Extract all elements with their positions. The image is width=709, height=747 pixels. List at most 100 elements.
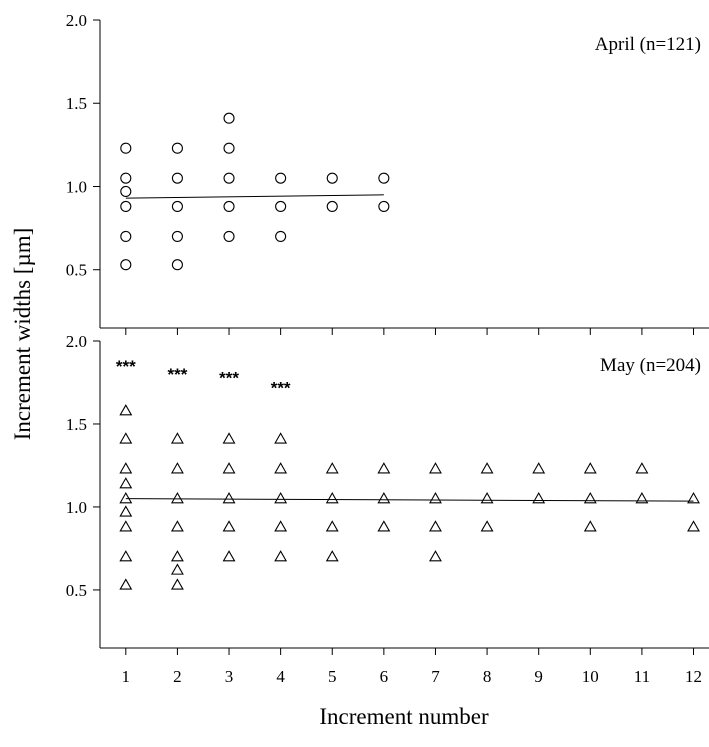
data-point-triangle bbox=[377, 520, 391, 532]
y-tick-label-april: 1.5 bbox=[66, 94, 87, 113]
data-point-triangle bbox=[119, 404, 133, 416]
data-point-circle bbox=[223, 230, 235, 242]
x-tick-label: 8 bbox=[483, 667, 492, 686]
y-tick-label-may: 2.0 bbox=[66, 332, 87, 351]
panel-april: April (n=121) 0.5 1.0 1.5 2.0 bbox=[66, 11, 709, 335]
significance-marker: *** bbox=[116, 357, 136, 376]
data-point-circle bbox=[223, 142, 235, 154]
data-point-circle bbox=[275, 200, 287, 213]
data-point-circle bbox=[171, 259, 183, 271]
data-point-triangle bbox=[119, 477, 133, 489]
data-point-triangle bbox=[170, 432, 184, 444]
data-point-triangle bbox=[119, 578, 133, 590]
data-point-circle bbox=[120, 230, 132, 242]
data-point-triangle bbox=[170, 492, 184, 504]
data-point-triangle bbox=[119, 432, 133, 444]
data-point-triangle bbox=[274, 432, 288, 444]
data-point-circle bbox=[171, 200, 183, 213]
panel-label-april: April (n=121) bbox=[595, 34, 701, 55]
x-tick-label: 9 bbox=[534, 667, 543, 686]
significance-marker: *** bbox=[219, 369, 239, 388]
data-point-triangle bbox=[583, 520, 597, 532]
x-tick-label: 2 bbox=[173, 667, 182, 686]
data-point-triangle bbox=[274, 492, 288, 504]
data-point-triangle bbox=[119, 492, 133, 504]
data-point-triangle bbox=[532, 492, 546, 504]
x-tick-label: 1 bbox=[122, 667, 131, 686]
x-tick-label: 6 bbox=[380, 667, 389, 686]
data-point-triangle bbox=[635, 492, 649, 504]
data-point-circle bbox=[378, 172, 390, 184]
significance-marker: *** bbox=[271, 378, 291, 397]
data-point-triangle bbox=[170, 563, 184, 575]
y-tick-label-april: 0.5 bbox=[66, 261, 87, 280]
y-tick-label-april: 2.0 bbox=[66, 11, 87, 30]
data-point-triangle bbox=[325, 520, 339, 532]
data-point-triangle bbox=[119, 462, 133, 474]
data-point-triangle bbox=[532, 462, 546, 474]
x-tick-label: 12 bbox=[685, 667, 702, 686]
data-point-triangle bbox=[429, 550, 442, 562]
data-point-triangle bbox=[222, 550, 236, 562]
data-point-circle bbox=[120, 142, 132, 154]
data-point-triangle bbox=[429, 520, 442, 532]
data-point-triangle bbox=[170, 520, 184, 532]
data-point-circle bbox=[120, 259, 132, 271]
y-axis-title: Increment widths [µm] bbox=[10, 228, 35, 441]
data-point-triangle bbox=[480, 462, 494, 474]
data-point-triangle bbox=[119, 505, 133, 517]
data-point-triangle bbox=[222, 520, 236, 532]
data-point-triangle bbox=[583, 462, 597, 474]
data-point-circle bbox=[326, 172, 338, 184]
data-point-triangle bbox=[325, 550, 339, 562]
data-point-triangle bbox=[687, 492, 700, 504]
y-tick-label-may: 1.0 bbox=[66, 498, 87, 517]
data-point-triangle bbox=[119, 520, 133, 532]
data-point-triangle bbox=[325, 462, 339, 474]
data-point-triangle bbox=[222, 432, 236, 444]
data-point-triangle bbox=[170, 550, 184, 562]
data-point-circle bbox=[171, 230, 183, 242]
data-point-circle bbox=[171, 142, 183, 154]
x-tick-label: 3 bbox=[225, 667, 234, 686]
data-point-circle bbox=[171, 172, 183, 184]
data-point-triangle bbox=[429, 492, 442, 504]
x-tick-label: 11 bbox=[634, 667, 650, 686]
x-tick-label: 4 bbox=[276, 667, 285, 686]
data-point-triangle bbox=[222, 492, 236, 504]
y-tick-label-april: 1.0 bbox=[66, 177, 87, 196]
data-point-triangle bbox=[377, 492, 391, 504]
data-point-triangle bbox=[170, 578, 184, 590]
panel-may: May (n=204) 0.51.01.52.01 2 3 4 5 6 7 8 9 10 11 12*… bbox=[66, 332, 709, 686]
data-point-triangle bbox=[480, 520, 494, 532]
data-point-triangle bbox=[377, 462, 391, 474]
data-point-triangle bbox=[274, 550, 288, 562]
data-point-circle bbox=[275, 230, 287, 242]
data-point-circle bbox=[120, 172, 132, 184]
data-point-circle bbox=[223, 112, 235, 124]
data-point-circle bbox=[120, 200, 132, 213]
regression-line-april bbox=[125, 194, 384, 199]
x-tick-label: 10 bbox=[582, 667, 599, 686]
data-point-circle bbox=[223, 172, 235, 184]
x-tick-label: 5 bbox=[328, 667, 337, 686]
data-point-triangle bbox=[480, 492, 494, 504]
data-point-triangle bbox=[687, 520, 700, 532]
data-point-circle bbox=[275, 172, 287, 184]
data-point-triangle bbox=[274, 462, 288, 474]
y-tick-label-may: 1.5 bbox=[66, 415, 87, 434]
panel-label-may: May (n=204) bbox=[600, 355, 701, 376]
x-axis-title: Increment number bbox=[319, 704, 489, 729]
significance-marker: *** bbox=[167, 365, 187, 384]
data-point-circle bbox=[326, 200, 338, 213]
data-point-triangle bbox=[274, 520, 288, 532]
data-point-triangle bbox=[429, 462, 442, 474]
data-point-circle bbox=[120, 185, 132, 198]
data-point-triangle bbox=[222, 462, 236, 474]
data-point-triangle bbox=[635, 462, 649, 474]
data-point-triangle bbox=[170, 462, 184, 474]
data-point-triangle bbox=[583, 492, 597, 504]
data-point-triangle bbox=[119, 550, 133, 562]
x-tick-label: 7 bbox=[431, 667, 440, 686]
